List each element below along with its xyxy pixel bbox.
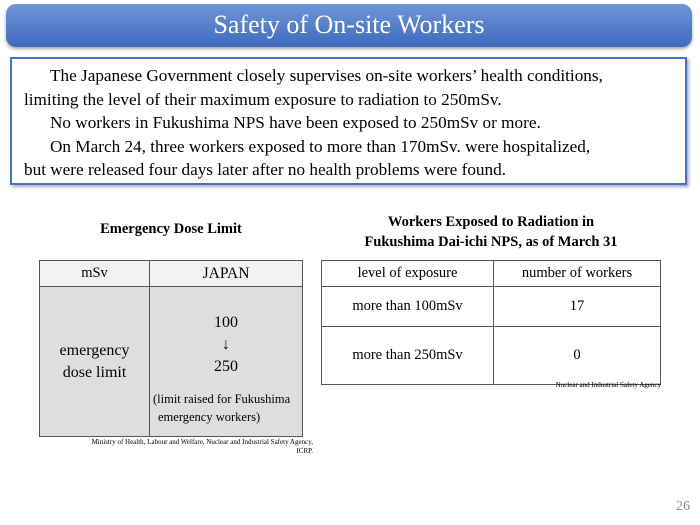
workers-exposed-heading-line: Workers Exposed to Radiation in: [387, 214, 595, 230]
table-row: more than 250mSv 0: [321, 326, 661, 385]
emergency-dose-table: mSv JAPAN emergency dose limit 100 ↓ 250…: [39, 260, 303, 437]
header-japan: JAPAN: [149, 260, 303, 287]
dose-note-line: emergency workers): [158, 409, 261, 424]
table-row: more than 100mSv 17: [321, 286, 661, 327]
row-label-line: emergency: [59, 341, 130, 359]
title-bar: Safety of On-site Workers: [6, 4, 692, 47]
header-level: level of exposure: [321, 260, 494, 287]
dose-note: (limit raised for Fukushima emergency wo…: [151, 390, 301, 426]
header-msv: mSv: [39, 260, 150, 287]
left-source-note: Ministry of Health, Labour and Welfare, …: [39, 438, 313, 456]
intro-line: limiting the level of their maximum expo…: [24, 89, 502, 109]
exposure-level-cell: more than 100mSv: [321, 286, 494, 327]
table-row: emergency dose limit 100 ↓ 250 (limit ra…: [39, 286, 303, 437]
left-source-line: ICRP.: [296, 447, 313, 455]
right-source-note: Nuclear and Industrial Safety Agency: [555, 381, 661, 389]
intro-line: On March 24, three workers exposed to mo…: [50, 136, 591, 156]
page-number: 26: [676, 499, 690, 514]
intro-line: No workers in Fukushima NPS have been ex…: [50, 113, 541, 133]
worker-count-cell: 17: [493, 286, 661, 327]
intro-line: The Japanese Government closely supervis…: [50, 66, 603, 85]
arrow-down-icon: ↓: [222, 335, 230, 353]
dose-value-from: 100: [214, 313, 238, 331]
workers-exposed-table: level of exposure number of workers more…: [321, 260, 661, 385]
table-header-row: mSv JAPAN: [39, 260, 303, 287]
workers-exposed-heading-line: Fukushima Dai-ichi NPS, as of March 31: [364, 234, 618, 250]
workers-exposed-heading: Workers Exposed to Radiation in Fukushim…: [321, 212, 661, 252]
dose-value-cell: 100 ↓ 250 (limit raised for Fukushima em…: [149, 286, 303, 437]
header-count: number of workers: [493, 260, 661, 287]
exposure-level-cell: more than 250mSv: [321, 326, 494, 385]
dose-value-to: 250: [214, 357, 238, 375]
intro-text-box: The Japanese Government closely supervis…: [10, 57, 687, 185]
row-label-cell: emergency dose limit: [39, 286, 150, 437]
table-header-row: level of exposure number of workers: [321, 260, 661, 287]
left-source-line: Ministry of Health, Labour and Welfare, …: [91, 438, 313, 446]
worker-count-cell: 0: [493, 326, 661, 385]
page-title: Safety of On-site Workers: [213, 10, 485, 39]
row-label-line: dose limit: [62, 363, 127, 381]
intro-line: but were released four days later after …: [24, 160, 507, 180]
dose-note-line: (limit raised for Fukushima: [153, 391, 291, 406]
emergency-dose-heading: Emergency Dose Limit: [100, 221, 242, 237]
